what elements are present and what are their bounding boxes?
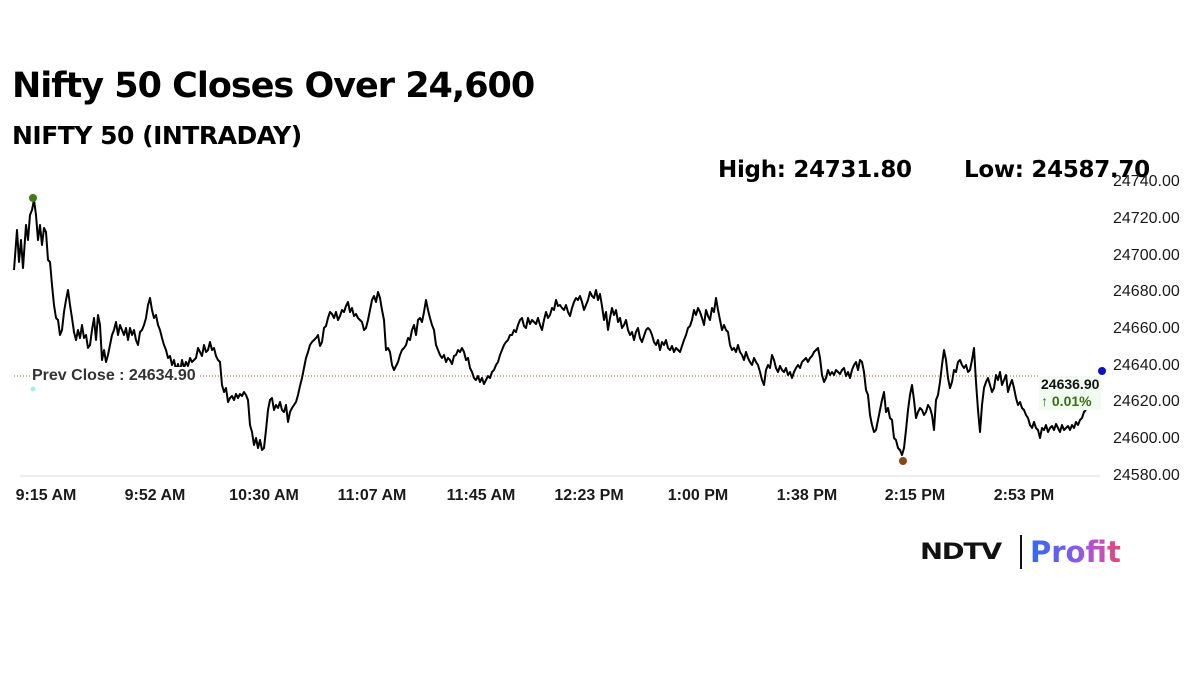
y-tick: 24740.00 [1113, 173, 1180, 190]
profit-wordmark: Profit [1030, 535, 1121, 569]
y-tick: 24680.00 [1113, 283, 1180, 300]
day-high-stat: High: 24731.80 [718, 157, 912, 183]
high-marker [29, 194, 37, 202]
y-tick: 24600.00 [1113, 430, 1180, 447]
chart-title: Nifty 50 Closes Over 24,600 [12, 66, 535, 106]
low-marker [899, 457, 907, 465]
ndtv-profit-logo: NDTV Profit [920, 534, 1121, 570]
prev-close-label: Prev Close : 24634.90 [30, 367, 198, 385]
logo-divider [1020, 535, 1022, 569]
x-tick: 10:30 AM [229, 487, 299, 504]
x-tick: 11:45 AM [446, 487, 516, 504]
price-line [13, 199, 1087, 456]
y-tick: 24720.00 [1113, 210, 1180, 227]
y-tick: 24580.00 [1113, 467, 1180, 484]
x-tick: 9:15 AM [15, 487, 77, 504]
ndtv-wordmark: NDTV [920, 539, 1002, 565]
y-tick: 24660.00 [1113, 320, 1180, 337]
last-price-change: ↑ 0.01% [1041, 393, 1092, 409]
x-tick: 2:53 PM [993, 487, 1055, 504]
x-tick: 12:23 PM [554, 487, 624, 504]
last-price-callout: 24636.90 ↑ 0.01% [1039, 376, 1102, 410]
last-price-marker [1098, 367, 1106, 375]
y-tick: 24640.00 [1113, 357, 1180, 374]
chart-subtitle: NIFTY 50 (INTRADAY) [12, 121, 302, 150]
prev-close-marker [30, 386, 36, 392]
last-price-value: 24636.90 [1041, 376, 1100, 392]
x-tick: 2:15 PM [884, 487, 946, 504]
x-tick: 1:38 PM [776, 487, 838, 504]
day-low-stat: Low: 24587.70 [964, 157, 1150, 183]
y-tick: 24700.00 [1113, 247, 1180, 264]
x-tick: 11:07 AM [337, 487, 407, 504]
y-tick: 24620.00 [1113, 393, 1180, 410]
x-tick: 1:00 PM [667, 487, 729, 504]
x-tick: 9:52 AM [124, 487, 186, 504]
